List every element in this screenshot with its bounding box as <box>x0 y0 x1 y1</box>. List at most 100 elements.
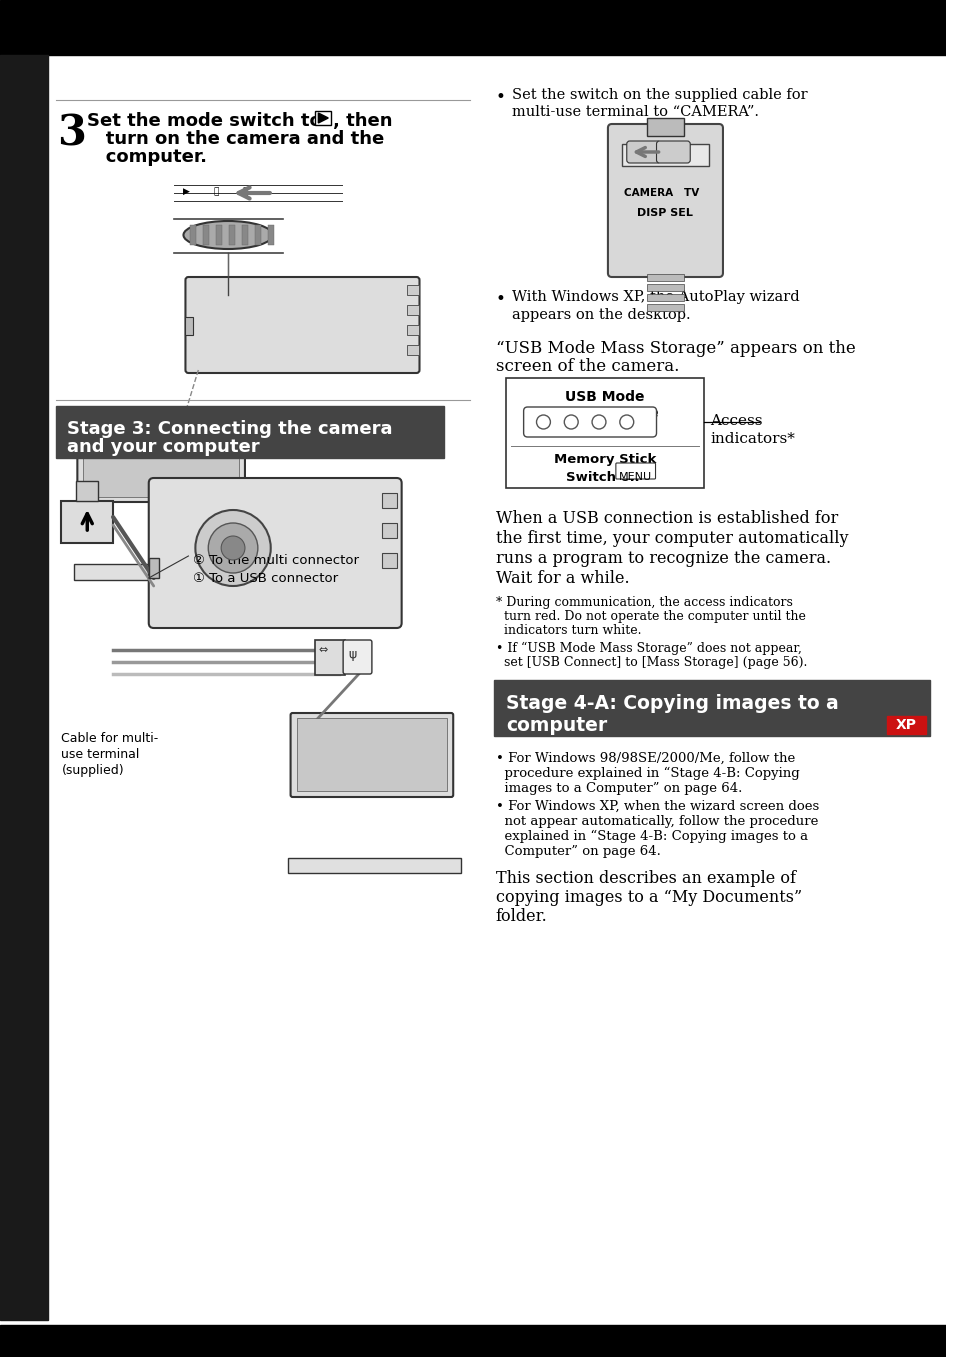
Circle shape <box>195 510 271 586</box>
Bar <box>646 294 683 301</box>
Text: ① To a USB connector: ① To a USB connector <box>193 573 338 585</box>
Bar <box>406 345 418 356</box>
Text: Stage 3: Connecting the camera: Stage 3: Connecting the camera <box>68 421 393 438</box>
Text: appears on the desktop.: appears on the desktop. <box>511 308 690 322</box>
Text: ⬛: ⬛ <box>213 187 218 195</box>
Text: turn on the camera and the: turn on the camera and the <box>87 130 384 148</box>
Text: use terminal: use terminal <box>61 748 140 761</box>
Text: Set the mode switch to: Set the mode switch to <box>87 113 322 130</box>
Bar <box>646 274 683 281</box>
Text: “USB Mode Mass Storage” appears on the: “USB Mode Mass Storage” appears on the <box>496 341 855 357</box>
Bar <box>296 718 447 791</box>
Circle shape <box>536 415 550 429</box>
Text: • If “USB Mode Mass Storage” does not appear,: • If “USB Mode Mass Storage” does not ap… <box>496 642 801 655</box>
FancyBboxPatch shape <box>656 141 690 163</box>
Bar <box>83 429 239 497</box>
Text: screen of the camera.: screen of the camera. <box>496 358 679 375</box>
Bar <box>61 501 113 543</box>
Bar <box>505 379 703 489</box>
FancyBboxPatch shape <box>607 123 722 277</box>
FancyBboxPatch shape <box>616 463 655 479</box>
FancyBboxPatch shape <box>149 478 401 628</box>
Text: runs a program to recognize the camera.: runs a program to recognize the camera. <box>496 550 830 567</box>
Bar <box>646 118 683 136</box>
Bar <box>406 305 418 315</box>
Text: multi-use terminal to “CAMERA”.: multi-use terminal to “CAMERA”. <box>511 104 758 119</box>
Text: Wait for a while.: Wait for a while. <box>496 570 629 588</box>
Text: , then: , then <box>333 113 393 130</box>
Bar <box>381 554 396 569</box>
Text: * During communication, the access indicators: * During communication, the access indic… <box>496 596 792 609</box>
Text: XP: XP <box>895 718 916 731</box>
Ellipse shape <box>183 221 273 248</box>
Text: Stage 4-A: Copying images to a: Stage 4-A: Copying images to a <box>505 693 838 712</box>
Text: Mass Storage: Mass Storage <box>551 406 658 421</box>
Bar <box>185 318 193 335</box>
Text: the first time, your computer automatically: the first time, your computer automatica… <box>496 531 847 547</box>
Bar <box>381 493 396 508</box>
Bar <box>287 858 460 873</box>
Text: With Windows XP, the AutoPlay wizard: With Windows XP, the AutoPlay wizard <box>511 290 799 304</box>
Text: folder.: folder. <box>496 908 547 925</box>
Bar <box>406 285 418 294</box>
Text: and your computer: and your computer <box>68 438 260 456</box>
Text: • For Windows 98/98SE/2000/Me, follow the: • For Windows 98/98SE/2000/Me, follow th… <box>496 752 794 765</box>
FancyBboxPatch shape <box>291 712 453 797</box>
Bar <box>494 680 929 735</box>
Text: • For Windows XP, when the wizard screen does: • For Windows XP, when the wizard screen… <box>496 801 819 813</box>
Text: Cable for multi-: Cable for multi- <box>61 731 158 745</box>
FancyBboxPatch shape <box>77 423 245 502</box>
Text: Access: Access <box>709 414 761 427</box>
Bar <box>74 565 253 579</box>
Text: Memory Stick: Memory Stick <box>553 453 656 465</box>
Bar <box>381 522 396 537</box>
Text: Set the switch on the supplied cable for: Set the switch on the supplied cable for <box>511 88 806 102</box>
Text: not appear automatically, follow the procedure: not appear automatically, follow the pro… <box>496 816 818 828</box>
Bar <box>315 641 345 674</box>
Bar <box>191 225 196 246</box>
Text: (supplied): (supplied) <box>61 764 124 778</box>
Text: ⬛: ⬛ <box>243 187 248 195</box>
Bar <box>646 284 683 290</box>
Bar <box>0 56 48 1320</box>
Text: computer: computer <box>505 716 606 735</box>
Text: Switch on: Switch on <box>565 471 643 484</box>
Text: ψ: ψ <box>348 649 356 661</box>
Text: CAMERA   TV: CAMERA TV <box>623 189 699 198</box>
Circle shape <box>208 522 257 573</box>
Text: 3: 3 <box>57 113 87 153</box>
Bar <box>242 225 248 246</box>
Text: ▶: ▶ <box>183 187 191 195</box>
Bar <box>254 225 260 246</box>
Text: •: • <box>496 290 505 308</box>
Bar <box>621 144 708 166</box>
Text: This section describes an example of: This section describes an example of <box>496 870 795 887</box>
Text: ② To the multi connector: ② To the multi connector <box>193 554 359 567</box>
Text: explained in “Stage 4-B: Copying images to a: explained in “Stage 4-B: Copying images … <box>496 830 807 843</box>
Bar <box>76 480 98 501</box>
Circle shape <box>619 415 633 429</box>
Bar <box>229 225 234 246</box>
Text: computer.: computer. <box>87 148 207 166</box>
Text: USB Mode: USB Mode <box>564 389 644 404</box>
Text: procedure explained in “Stage 4-B: Copying: procedure explained in “Stage 4-B: Copyi… <box>496 767 799 780</box>
Bar <box>406 324 418 335</box>
Bar <box>885 716 925 734</box>
Polygon shape <box>318 113 328 123</box>
Text: Computer” on page 64.: Computer” on page 64. <box>496 845 660 858</box>
Text: set [USB Connect] to [Mass Storage] (page 56).: set [USB Connect] to [Mass Storage] (pag… <box>496 655 806 669</box>
Bar <box>149 558 158 578</box>
FancyBboxPatch shape <box>523 407 656 437</box>
Text: copying images to a “My Documents”: copying images to a “My Documents” <box>496 889 801 906</box>
Circle shape <box>592 415 605 429</box>
Text: images to a Computer” on page 64.: images to a Computer” on page 64. <box>496 782 741 795</box>
Bar <box>216 225 222 246</box>
Text: MENU: MENU <box>618 472 652 482</box>
Circle shape <box>563 415 578 429</box>
Bar <box>268 225 274 246</box>
Bar <box>315 111 331 125</box>
Bar <box>55 406 444 459</box>
Text: •: • <box>496 88 505 106</box>
Text: When a USB connection is established for: When a USB connection is established for <box>496 510 838 527</box>
Bar <box>0 0 945 56</box>
